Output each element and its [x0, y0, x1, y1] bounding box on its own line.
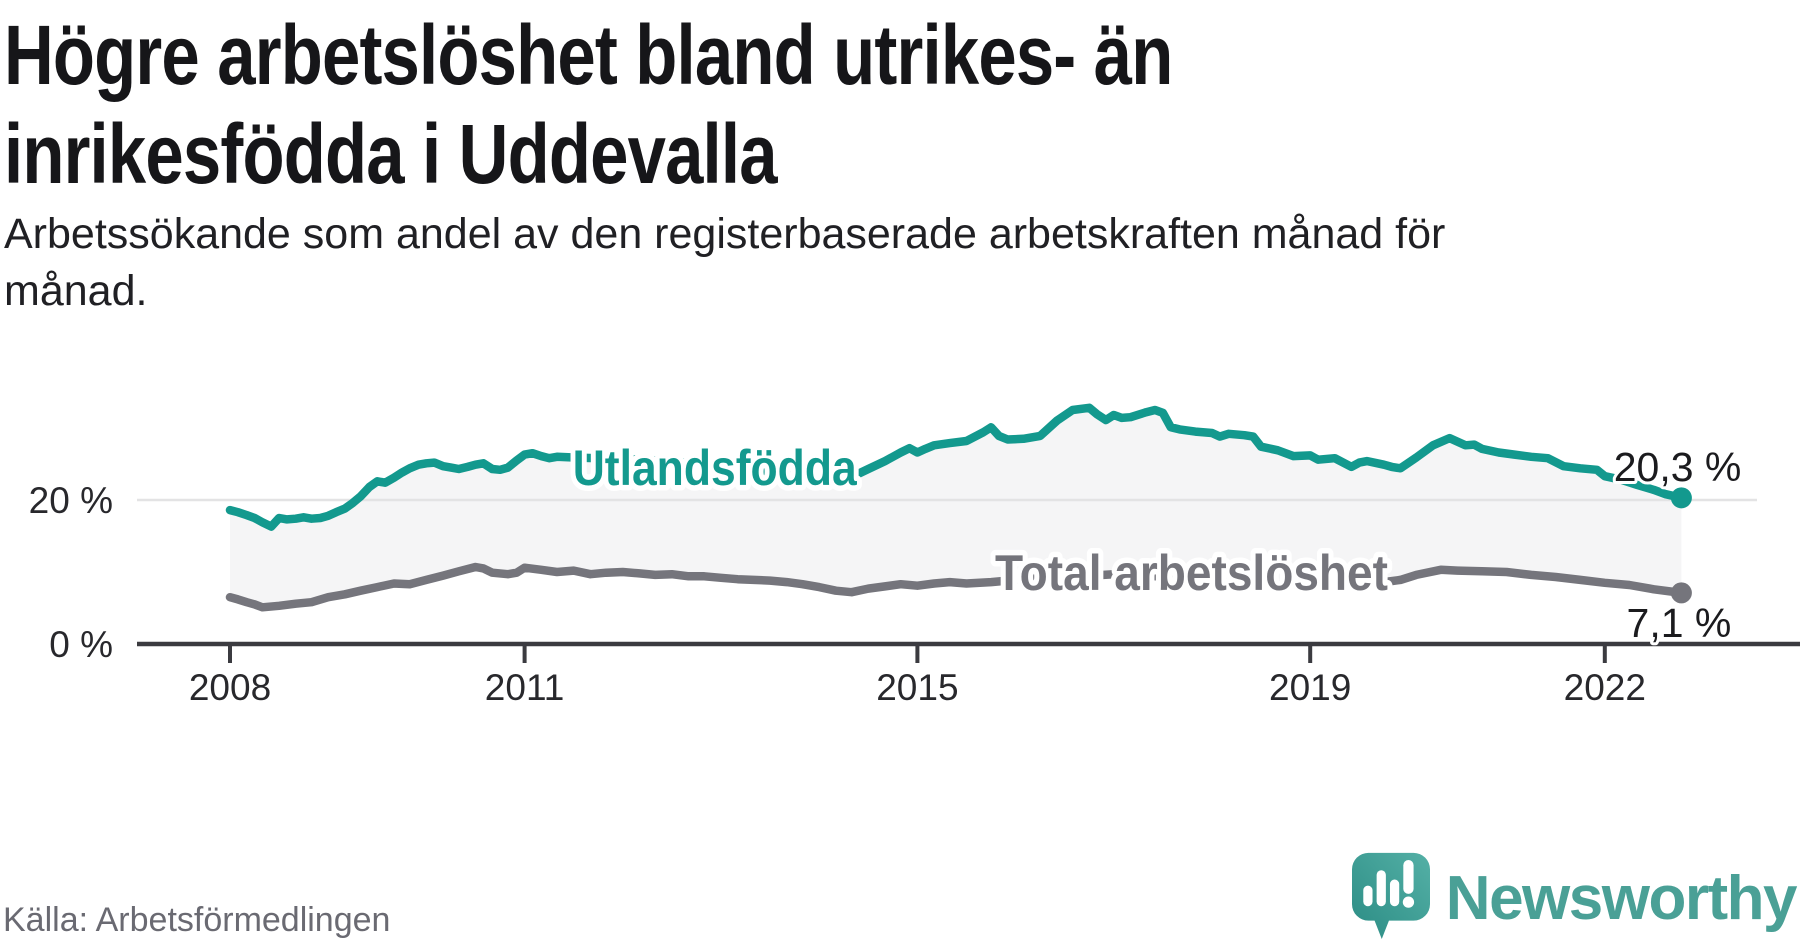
newsworthy-logo-icon: [1351, 852, 1430, 940]
series-label-utlandsfodda: Utlandsfödda: [573, 440, 858, 496]
y-tick-label-20: 20 %: [29, 480, 113, 521]
title-line-2: inrikesfödda i Uddevalla: [4, 107, 778, 202]
newsworthy-logo: Newsworthy: [1351, 848, 1798, 948]
x-tick-label-2015: 2015: [876, 667, 958, 708]
series-end-dot-total: [1670, 582, 1692, 604]
page-title: Högre arbetslöshet bland utrikes- än inr…: [4, 6, 1398, 204]
series-line-utlandsfodda: [225, 403, 1686, 531]
title-line-1: Högre arbetslöshet bland utrikes- än: [4, 8, 1173, 102]
x-tick-label-2011: 2011: [485, 667, 565, 708]
bar-chart-glyph: [1363, 870, 1400, 907]
x-tick-label-2019: 2019: [1269, 667, 1351, 708]
end-value-label-utlandsfodda: 20,3 %: [1614, 444, 1742, 490]
series-line-total: [225, 562, 1686, 612]
chart-subtitle: Arbetssökande som andel av den registerb…: [4, 206, 1664, 320]
exclamation-glyph: [1402, 860, 1414, 908]
end-value-label-total: 7,1 %: [1627, 600, 1732, 646]
source-note: Källa: Arbetsförmedlingen: [3, 901, 391, 939]
subtitle-line-2: månad.: [4, 267, 148, 316]
brand-name: Newsworthy: [1445, 863, 1798, 933]
x-tick-label-2008: 2008: [189, 667, 271, 708]
series-end-dot-utlandsfodda: [1670, 487, 1692, 509]
x-tick-label-2022: 2022: [1564, 667, 1646, 708]
subtitle-line-1: Arbetssökande som andel av den registerb…: [4, 210, 1446, 258]
series-label-total: Total arbetslöshet: [995, 545, 1388, 601]
gap-fill-area: [230, 407, 1682, 608]
y-tick-label-0: 0 %: [49, 624, 113, 665]
